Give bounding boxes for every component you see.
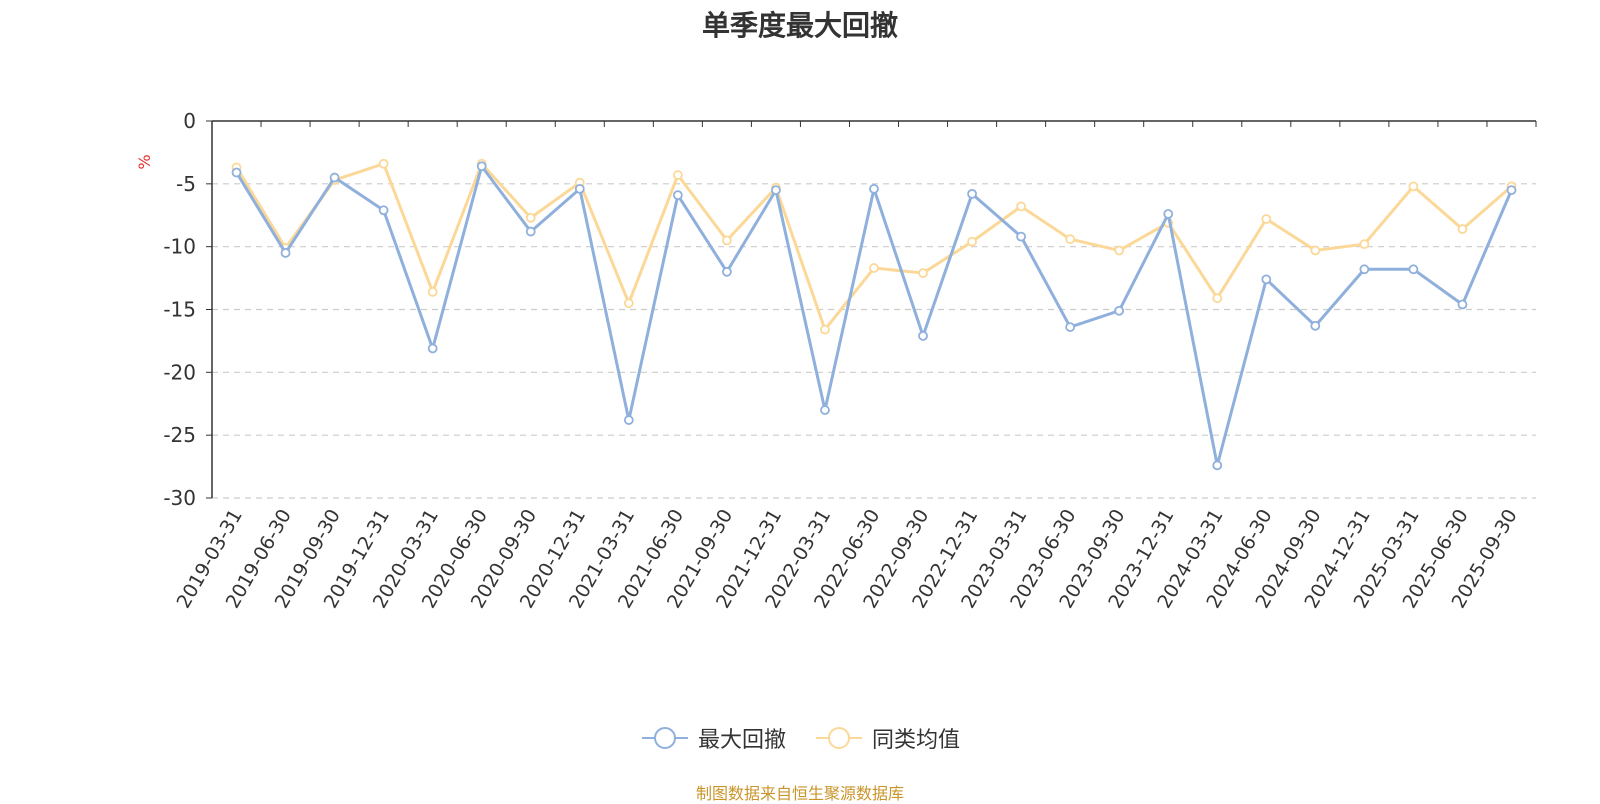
data-point-0[interactable] [918,330,928,341]
data-point-0[interactable] [476,161,487,172]
data-point-1[interactable] [378,158,389,169]
chart-title: 单季度最大回撤 [701,9,898,42]
data-point-0[interactable] [1359,264,1370,275]
data-point-1[interactable] [1212,293,1223,304]
x-axis-labels: 2019-03-312019-06-302019-09-302019-12-31… [173,505,1522,612]
legend: 最大回撤 同类均值 [0,722,1600,754]
data-point-1[interactable] [1016,201,1027,212]
data-point-0[interactable] [378,205,389,216]
data-point-0[interactable] [967,188,977,199]
data-point-1[interactable] [721,235,732,246]
data-point-0[interactable] [574,183,585,194]
y-tick-label: -10 [163,235,196,259]
legend-marker-max-drawdown [641,727,688,749]
grid-lines [212,183,1536,499]
legend-item-max-drawdown[interactable]: 最大回撤 [640,722,786,754]
data-point-0[interactable] [525,226,536,237]
y-axis-unit: % [135,154,154,169]
data-point-0[interactable] [1310,320,1321,331]
y-tick-label: -15 [163,298,196,322]
legend-marker-peer-average [816,727,862,749]
legend-label-peer-average: 同类均值 [872,728,961,753]
data-point-0[interactable] [1163,209,1174,219]
data-point-0[interactable] [1212,460,1223,471]
data-point-0[interactable] [1261,274,1272,285]
data-point-0[interactable] [231,167,242,178]
data-point-1[interactable] [1261,214,1272,224]
data-point-1[interactable] [623,298,634,309]
series-line-0 [235,164,1513,467]
data-point-0[interactable] [721,266,732,277]
data-point-0[interactable] [1457,299,1468,310]
data-point-1[interactable] [1408,181,1419,192]
data-point-0[interactable] [1065,322,1076,332]
data-point-1[interactable] [820,324,830,335]
data-point-0[interactable] [1016,231,1027,242]
data-point-0[interactable] [771,185,781,196]
data-point-0[interactable] [1114,305,1125,316]
data-point-1[interactable] [1310,245,1321,256]
data-point-1[interactable] [1065,234,1076,245]
data-point-1[interactable] [1114,245,1125,256]
data-point-0[interactable] [1506,185,1517,196]
data-point-1[interactable] [918,268,928,278]
data-point-0[interactable] [329,172,340,183]
data-point-1[interactable] [869,263,879,273]
data-point-0[interactable] [672,190,683,201]
y-tick-label: -20 [163,360,196,384]
data-point-0[interactable] [1408,264,1419,275]
y-tick-label: -25 [163,423,196,447]
legend-item-peer-average[interactable]: 同类均值 [814,722,960,754]
data-point-0[interactable] [869,183,879,194]
y-tick-label: 0 [183,109,196,133]
axes [206,120,1537,499]
y-axis-labels: 0 -5 -10 -15 -20 -25 -30 [163,109,196,510]
data-point-1[interactable] [525,212,536,223]
data-point-1[interactable] [427,287,438,297]
legend-label-max-drawdown: 最大回撤 [697,728,786,753]
source-note: 制图数据来自恒生聚源数据库 [695,784,904,803]
series-lines [231,158,1517,471]
y-tick-label: -5 [176,172,196,196]
data-point-1[interactable] [1457,224,1468,234]
data-point-1[interactable] [672,170,683,180]
data-point-1[interactable] [1359,239,1370,250]
data-point-0[interactable] [427,343,438,354]
data-point-1[interactable] [967,236,977,247]
data-point-0[interactable] [280,248,291,258]
data-point-0[interactable] [623,415,634,425]
y-tick-label: -30 [163,486,196,510]
data-point-0[interactable] [820,405,830,415]
